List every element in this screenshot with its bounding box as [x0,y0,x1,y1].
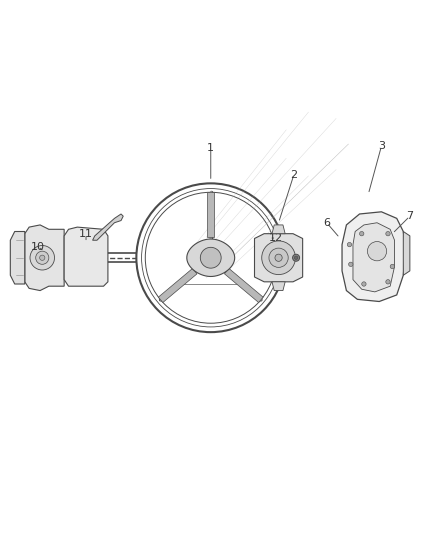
Text: 1: 1 [207,143,214,154]
Polygon shape [25,225,64,290]
Text: 12: 12 [269,233,283,243]
Polygon shape [224,269,262,303]
Circle shape [389,264,394,269]
Circle shape [348,262,352,266]
Polygon shape [207,192,214,237]
Polygon shape [158,269,197,303]
Polygon shape [11,231,25,284]
Circle shape [200,247,221,268]
Polygon shape [64,227,108,286]
Text: 3: 3 [377,141,384,151]
Circle shape [385,280,389,284]
Circle shape [359,231,363,236]
Text: 2: 2 [290,169,297,180]
Text: 4: 4 [364,237,371,247]
Polygon shape [92,214,123,240]
Polygon shape [187,239,234,277]
Polygon shape [272,225,285,233]
Circle shape [346,243,351,247]
Circle shape [293,256,297,260]
Polygon shape [254,233,302,282]
Circle shape [268,248,288,268]
Circle shape [274,254,282,261]
Circle shape [35,251,49,264]
Text: 10: 10 [31,242,45,252]
Circle shape [385,231,389,236]
Circle shape [292,254,299,261]
Text: 11: 11 [79,229,93,239]
Polygon shape [341,212,405,302]
Circle shape [136,183,285,332]
Text: 6: 6 [322,218,329,228]
Circle shape [39,255,45,261]
Text: 7: 7 [406,211,413,221]
Circle shape [361,282,365,286]
Polygon shape [272,282,285,290]
Circle shape [30,246,54,270]
Circle shape [261,241,295,274]
Polygon shape [352,223,394,292]
Polygon shape [403,231,409,275]
Circle shape [367,241,386,261]
